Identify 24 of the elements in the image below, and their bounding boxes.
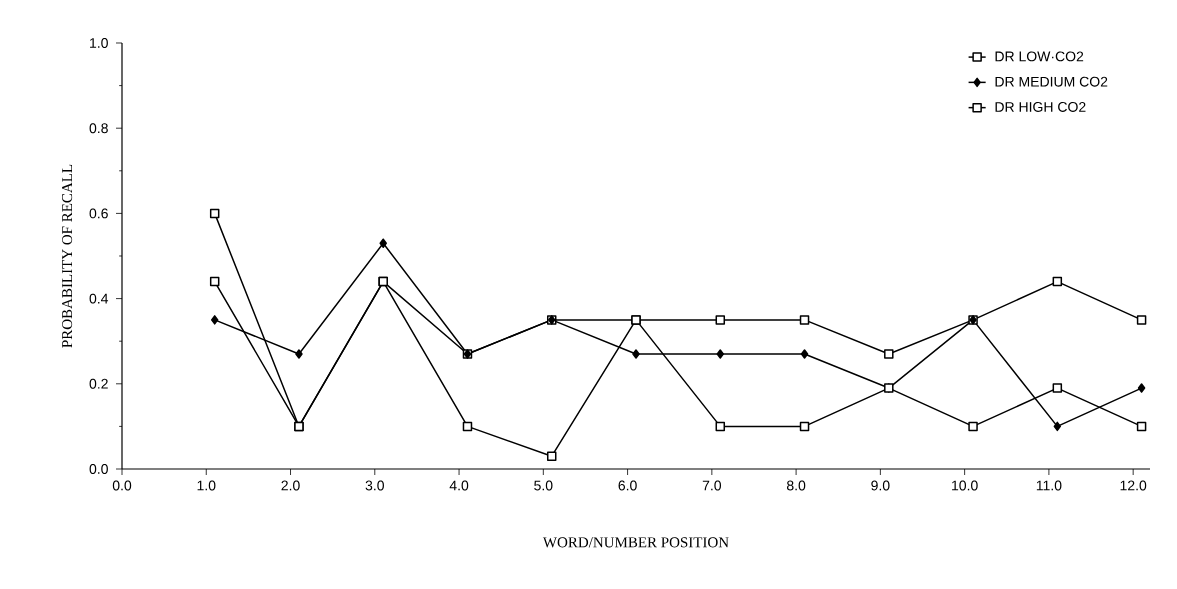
y-tick-label: 0.8	[89, 123, 108, 134]
y-axis-title: PROBABILITY OF RECALL	[62, 164, 73, 348]
x-tick-label: 2.0	[281, 480, 300, 491]
x-tick-label: 7.0	[702, 480, 722, 491]
x-tick-label: 8.0	[786, 480, 806, 491]
x-tick-label: 6.0	[618, 480, 637, 491]
y-tick-label: 0.4	[89, 293, 109, 304]
legend-label: DR LOW·CO2	[995, 51, 1084, 62]
y-tick-label: 0.2	[89, 378, 108, 389]
x-tick-label: 3.0	[365, 480, 384, 491]
x-tick-label: 11.0	[1036, 480, 1062, 491]
x-tick-label: 9.0	[871, 480, 890, 491]
y-tick-label: 0.6	[89, 208, 108, 219]
legend-label: DR MEDIUM CO2	[995, 76, 1108, 87]
x-tick-label: 4.0	[449, 480, 469, 491]
y-tick-label: 1.0	[90, 38, 108, 48]
x-tick-label: 0.0	[112, 480, 132, 491]
x-tick-label: 10.0	[952, 480, 978, 491]
x-tick-label: 12.0	[1120, 480, 1147, 491]
y-tick-label: 0.0	[89, 464, 108, 474]
x-tick-label: 5.0	[534, 480, 553, 491]
legend-label: DR HIGH CO2	[995, 101, 1086, 112]
x-tick-label: 1.0	[197, 480, 216, 491]
x-axis-title: WORD/NUMBER POSITION	[542, 537, 729, 548]
